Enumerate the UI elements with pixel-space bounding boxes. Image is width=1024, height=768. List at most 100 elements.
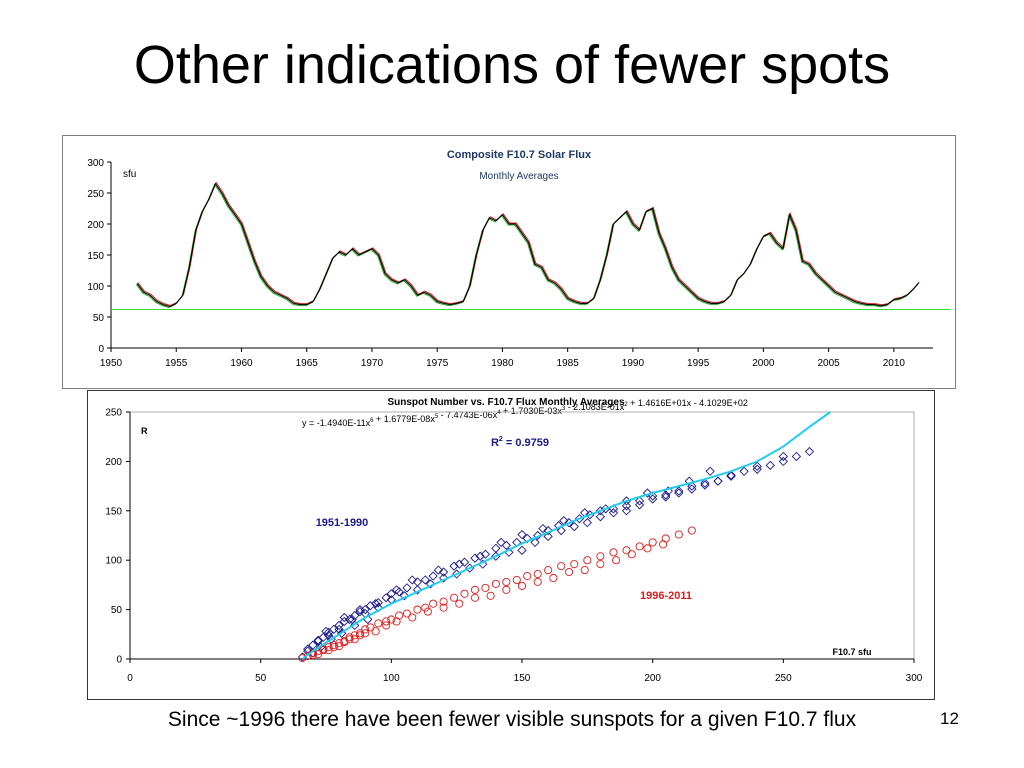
axes: 0 50 100 150 200 250 300 1950 1955 1960 1965 1970 19… (87, 158, 933, 369)
data-point-1996-2011 (392, 617, 401, 626)
y-tick-label: 200 (105, 457, 122, 468)
data-point-1951-1990 (726, 471, 736, 481)
data-point-1951-1990 (700, 478, 710, 488)
annotation-1996-2011: 1996-2011 (640, 590, 692, 602)
data-point-1996-2011 (609, 548, 618, 557)
y-tick-label: 50 (111, 605, 123, 616)
data-point-1996-2011 (502, 585, 511, 594)
data-point-1951-1990 (496, 537, 506, 548)
data-point-1951-1990 (425, 579, 436, 589)
data-point-1951-1990 (778, 451, 788, 462)
data-point-1951-1990 (350, 610, 360, 621)
data-point-1951-1990 (407, 575, 417, 585)
equation-term: x (557, 406, 562, 416)
data-point-1951-1990 (470, 553, 480, 563)
equation-term: x (493, 410, 498, 420)
plot-area (297, 411, 831, 663)
equation-part: - 7.4743E-06 (438, 410, 493, 420)
x-tick-label: 300 (906, 673, 923, 684)
scatter-chart-frame: Sunspot Number vs. F10.7 Flux Monthly Av… (87, 390, 935, 700)
data-point-1951-1990 (804, 446, 815, 457)
data-point-1951-1990 (454, 559, 464, 569)
data-point-1996-2011 (491, 579, 500, 588)
r-squared: R2 = 0.9759 (491, 436, 549, 449)
equation-exponent: 3 (562, 406, 566, 412)
y-tick-label: 200 (87, 220, 104, 231)
data-point-1951-1990 (752, 461, 762, 471)
data-point-1951-1990 (480, 549, 491, 559)
data-point-1996-2011 (533, 577, 542, 586)
x-tick-label: 1955 (165, 358, 188, 369)
data-point-1996-2011 (455, 599, 464, 608)
data-point-1951-1990 (687, 484, 697, 494)
data-point-1951-1990 (674, 486, 684, 496)
data-point-1951-1990 (533, 530, 543, 541)
data-point-1996-2011 (439, 597, 448, 606)
data-point-1951-1990 (621, 506, 632, 516)
r2-value: = 0.9759 (503, 437, 549, 449)
data-point-1951-1990 (543, 531, 553, 542)
sunspot-vs-flux-scatter: Sunspot Number vs. F10.7 Flux Monthly Av… (105, 397, 923, 684)
data-point-1951-1990 (339, 616, 349, 627)
data-point-1951-1990 (674, 488, 684, 498)
equation-term: x (430, 414, 435, 424)
data-point-1951-1990 (765, 460, 775, 470)
chart-subtitle: Monthly Averages (479, 171, 558, 182)
data-point-1996-2011 (319, 646, 328, 655)
x-tick-label: 250 (775, 673, 792, 684)
data-point-1951-1990 (713, 476, 723, 486)
data-point-1951-1990 (530, 537, 540, 548)
y-tick-label: 50 (93, 313, 105, 324)
x-tick-label: 50 (255, 673, 267, 684)
data-point-1996-2011 (648, 538, 657, 547)
x-tick-label: 1990 (622, 358, 645, 369)
r2-exponent: 2 (499, 436, 503, 443)
data-point-1996-2011 (382, 621, 391, 630)
y-tick-label: 100 (105, 556, 122, 567)
data-point-1951-1990 (339, 612, 349, 623)
data-point-1951-1990 (713, 476, 723, 486)
slide-caption: Since ~1996 there have been fewer visibl… (167, 708, 857, 731)
x-tick-label: 1995 (687, 358, 710, 369)
data-point-1996-2011 (674, 530, 683, 539)
data-point-1951-1990 (402, 583, 412, 593)
fit-curve (301, 411, 831, 660)
x-axis-label: F10.7 sfu (832, 647, 871, 657)
data-point-1951-1990 (412, 585, 423, 595)
data-point-1951-1990 (350, 620, 360, 631)
data-point-1951-1990 (556, 525, 566, 536)
data-point-1951-1990 (365, 601, 376, 611)
data-point-1996-2011 (470, 593, 480, 602)
series-line-shadow (137, 181, 920, 307)
y-axis-label: sfu (123, 169, 136, 180)
data-point-1996-2011 (439, 603, 448, 612)
data-point-1951-1990 (582, 518, 592, 528)
x-tick-label: 1970 (361, 358, 384, 369)
data-point-1951-1990 (373, 598, 383, 608)
series-line (136, 182, 920, 308)
data-point-1951-1990 (517, 545, 527, 555)
data-point-1996-2011 (544, 566, 553, 575)
data-point-1951-1990 (634, 496, 645, 506)
data-point-1996-2011 (413, 605, 422, 614)
data-point-1996-2011 (329, 641, 338, 650)
data-point-1951-1990 (371, 599, 381, 609)
flux-time-series-chart: Composite F10.7 Solar Flux Monthly Avera… (87, 149, 951, 369)
data-point-1996-2011 (635, 542, 644, 551)
x-tick-label: 2010 (883, 358, 906, 369)
data-point-1951-1990 (428, 571, 438, 581)
data-point-1951-1990 (642, 488, 653, 498)
data-point-1951-1990 (595, 512, 606, 522)
y-tick-label: 300 (87, 158, 104, 169)
data-point-1996-2011 (450, 593, 459, 602)
y-tick-label: 0 (98, 344, 104, 355)
data-point-1951-1990 (543, 525, 553, 536)
data-point-1951-1990 (355, 606, 365, 617)
data-point-1996-2011 (596, 552, 605, 561)
data-point-1996-2011 (366, 623, 375, 632)
data-point-1951-1990 (791, 451, 802, 462)
data-point-1951-1990 (700, 480, 710, 490)
equation-part: y = -1.4940E-11 (302, 418, 366, 428)
equation-term: x (366, 418, 371, 428)
equation-exponent: 5 (435, 414, 439, 420)
